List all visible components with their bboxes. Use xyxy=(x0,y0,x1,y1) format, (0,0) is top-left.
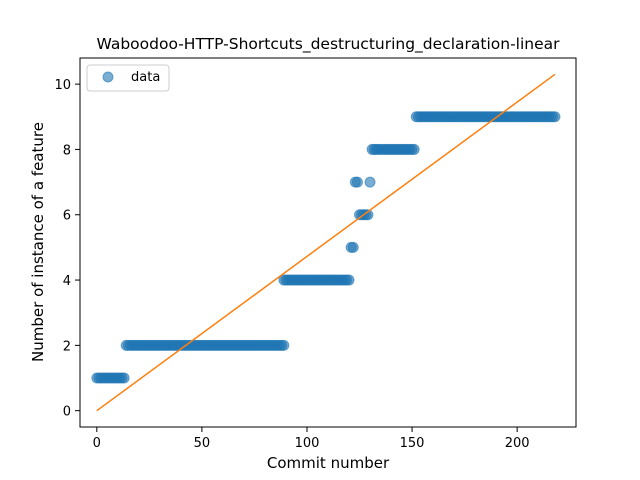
plot-area xyxy=(91,73,561,412)
data-point xyxy=(364,176,376,188)
x-tick-label: 0 xyxy=(93,436,101,451)
legend-box xyxy=(86,64,170,92)
x-tick-label: 150 xyxy=(400,436,425,451)
legend-label: data xyxy=(131,70,160,85)
y-tick-label: 8 xyxy=(63,143,71,158)
y-axis: 0 2 4 6 8 10 xyxy=(54,78,80,420)
y-tick-label: 2 xyxy=(63,339,71,354)
x-axis: 0 50 100 150 200 xyxy=(93,427,530,451)
x-axis-label: Commit number xyxy=(267,454,390,472)
y-tick-label: 6 xyxy=(63,209,71,224)
chart-title: Waboodoo-HTTP-Shortcuts_destructuring_de… xyxy=(96,35,560,54)
x-tick-label: 100 xyxy=(295,436,320,451)
legend: data xyxy=(86,64,170,92)
x-tick-label: 50 xyxy=(194,436,211,451)
data-point xyxy=(278,339,290,351)
data-point xyxy=(343,274,355,286)
data-point xyxy=(549,111,561,123)
y-tick-label: 4 xyxy=(63,274,71,289)
data-point xyxy=(347,241,359,253)
data-point xyxy=(351,176,363,188)
y-tick-label: 10 xyxy=(54,78,71,93)
fit-line xyxy=(96,73,556,412)
legend-marker xyxy=(102,71,114,83)
y-tick-label: 0 xyxy=(63,405,71,420)
axes-frame xyxy=(79,57,577,428)
data-point xyxy=(408,143,420,155)
y-axis-label: Number of instance of a feature xyxy=(29,122,47,362)
data-point xyxy=(118,372,130,384)
x-tick-label: 200 xyxy=(505,436,530,451)
